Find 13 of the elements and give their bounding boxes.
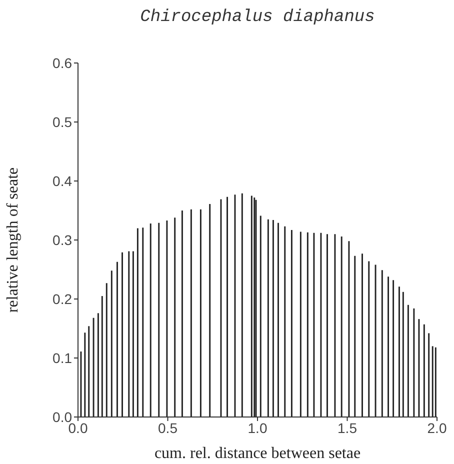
y-tick-label: 0.3 [52, 232, 72, 248]
y-axis-title: relative length of seate [4, 167, 22, 313]
y-tick-label: 0.4 [52, 172, 72, 189]
x-tick-label: 1.0 [248, 420, 268, 436]
y-tick-label: 0.6 [52, 54, 72, 71]
y-tick-label: 0.5 [52, 114, 72, 130]
y-tick-label: 0.2 [52, 290, 72, 307]
y-tick-label: 0.1 [52, 350, 72, 366]
x-tick-label: 0.5 [158, 420, 178, 436]
chart-title: Chirocephalus diaphanus [139, 8, 376, 27]
x-tick-label: 1.5 [338, 420, 358, 436]
x-axis-title: cum. rel. distance between setae [154, 445, 361, 462]
x-tick-label: 2.0 [427, 420, 447, 436]
